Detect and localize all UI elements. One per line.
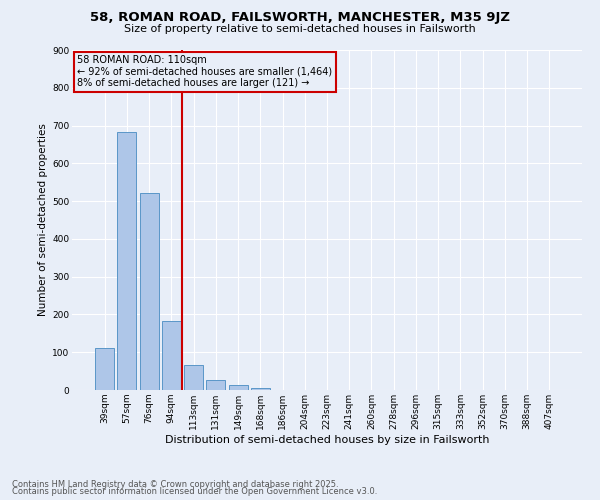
Bar — [184, 366, 203, 390]
Text: Size of property relative to semi-detached houses in Failsworth: Size of property relative to semi-detach… — [124, 24, 476, 34]
Bar — [251, 388, 270, 390]
Bar — [95, 348, 114, 390]
Bar — [118, 132, 136, 390]
Bar — [206, 380, 225, 390]
Text: Contains HM Land Registry data © Crown copyright and database right 2025.: Contains HM Land Registry data © Crown c… — [12, 480, 338, 489]
Bar — [162, 321, 181, 390]
Y-axis label: Number of semi-detached properties: Number of semi-detached properties — [38, 124, 48, 316]
Text: 58 ROMAN ROAD: 110sqm
← 92% of semi-detached houses are smaller (1,464)
8% of se: 58 ROMAN ROAD: 110sqm ← 92% of semi-deta… — [77, 55, 332, 88]
Text: Contains public sector information licensed under the Open Government Licence v3: Contains public sector information licen… — [12, 487, 377, 496]
Bar — [140, 193, 158, 390]
Text: 58, ROMAN ROAD, FAILSWORTH, MANCHESTER, M35 9JZ: 58, ROMAN ROAD, FAILSWORTH, MANCHESTER, … — [90, 12, 510, 24]
X-axis label: Distribution of semi-detached houses by size in Failsworth: Distribution of semi-detached houses by … — [165, 434, 489, 444]
Bar — [229, 386, 248, 390]
